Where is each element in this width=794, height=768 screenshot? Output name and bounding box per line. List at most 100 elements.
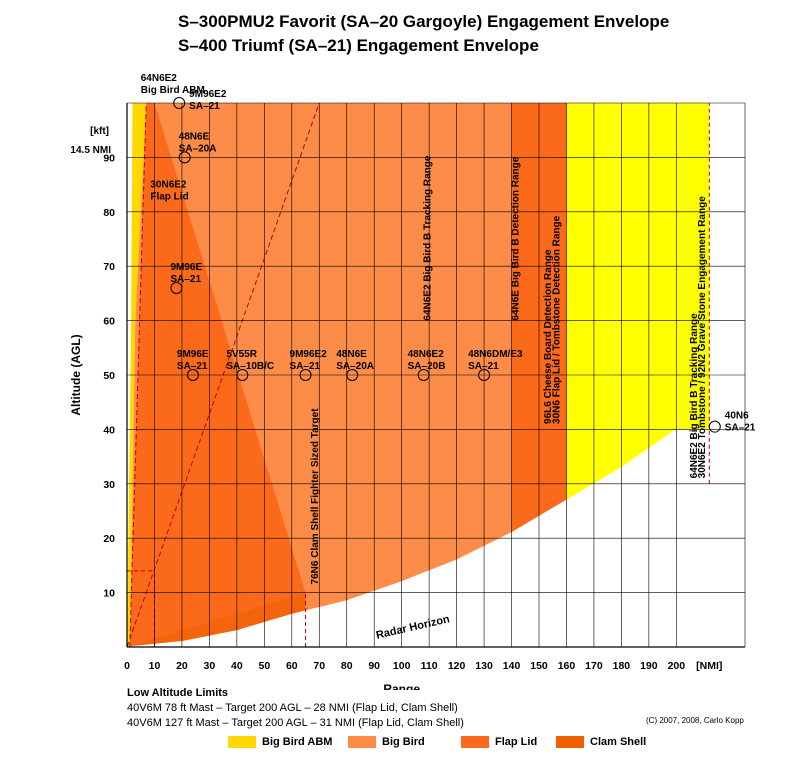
copyright-text: (C) 2007, 2008, Carlo Kopp	[646, 716, 744, 725]
missile-label-line2: Flap Lid	[150, 191, 188, 202]
range-label-big-bird-tracking-2: 64N6E2 Big Bird B Tracking Range	[689, 313, 700, 478]
x-axis-label: Range	[383, 682, 420, 690]
y-tick-label: 20	[103, 533, 115, 545]
legend-label: Clam Shell	[590, 736, 647, 748]
x-tick-label: 110	[421, 660, 438, 672]
missile-label-line2: SA–20B	[408, 361, 446, 372]
missile-label-line2: SA–10B/C	[226, 361, 274, 372]
missile-label-line1: 64N6E2	[141, 73, 178, 84]
x-tick-label: 120	[448, 660, 466, 672]
y-unit-label: [kft]	[90, 126, 109, 137]
missile-label-line2: SA–21	[290, 361, 321, 372]
missile-marker	[236, 369, 249, 381]
missile-label-line1: 9M96E	[170, 262, 202, 273]
missile-marker	[708, 420, 721, 433]
missile-label-line1: 9M96E2	[290, 349, 328, 360]
notes-line-1: 40V6M 78 ft Mast – Target 200 AGL – 28 N…	[127, 702, 458, 714]
chart-title-line2: S–400 Triumf (SA–21) Engagement Envelope	[178, 36, 539, 55]
legend-item-clam-shell: Clam Shell	[556, 736, 646, 748]
x-tick-label: 0	[124, 660, 130, 672]
legend-label: Flap Lid	[495, 736, 538, 748]
missile-marker	[178, 151, 191, 164]
missile-marker	[346, 369, 359, 381]
x-tick-label: 50	[258, 660, 270, 672]
x-tick-label: 190	[640, 660, 658, 672]
missile-label-line1: 48N6E2	[408, 349, 445, 360]
legend-swatch	[556, 736, 584, 748]
missile-marker	[299, 369, 312, 381]
legend: Big Bird ABM Big Bird Flap Lid Clam Shel…	[0, 736, 794, 752]
missile-label-line2: SA–21	[468, 361, 499, 372]
range-label-cheese-board: 96L6 Cheese Board Detection Range	[543, 249, 554, 424]
x-unit-label: [NMI]	[696, 660, 722, 672]
missile-label-line2: SA–20A	[179, 143, 217, 154]
missile-label-line2: SA–21	[725, 423, 756, 434]
x-tick-label: 40	[231, 660, 243, 672]
low-altitude-notes: Low Altitude Limits 40V6M 78 ft Mast – T…	[127, 686, 464, 731]
y-tick-label: 60	[103, 316, 115, 328]
x-tick-label: 170	[585, 660, 603, 672]
notes-line-2: 40V6M 127 ft Mast – Target 200 AGL – 31 …	[127, 717, 464, 729]
missile-marker	[186, 369, 199, 381]
missile-label-line2: SA–21	[170, 274, 201, 285]
x-tick-label: 180	[613, 660, 631, 672]
big-bird-b-band	[423, 103, 512, 574]
range-label-big-bird-detection: 64N6E Big Bird B Detection Range	[510, 156, 521, 320]
radar-horizon-shadow	[127, 402, 745, 647]
missile-label-line2: Big Bird ABM	[141, 85, 205, 96]
missile-label-line1: 5V55R	[226, 349, 257, 360]
y-axis-label: Altitude (AGL)	[69, 334, 83, 415]
missile-label-line2: SA–21	[177, 361, 208, 372]
x-tick-label: 200	[668, 660, 686, 672]
engagement-envelope-chart: 0 10 20 30 40 50 60 70 80 90 100 110 120 130 140 150 160…	[69, 73, 756, 690]
missile-marker	[173, 97, 186, 109]
range-label-clam-shell-fighter: 76N6 Clam Shell Fighter Sized Target	[310, 408, 321, 585]
missile-label-line1: 9M96E	[177, 349, 209, 360]
y-tick-label: 40	[103, 424, 115, 436]
x-tick-label: 10	[149, 660, 161, 672]
missile-label-line1: 30N6E2	[150, 179, 187, 190]
y-tick-label: 90	[103, 152, 115, 164]
legend-item-big-bird: Big Bird	[348, 736, 425, 748]
missile-label-line1: 48N6DM/E3	[468, 349, 523, 360]
range-label-big-bird-tracking: 64N6E2 Big Bird B Tracking Range	[422, 155, 433, 320]
missile-marker	[417, 369, 430, 381]
legend-label: Big Bird ABM	[262, 736, 333, 748]
missile-label-line1: 40N6	[725, 411, 749, 422]
legend-swatch	[461, 736, 489, 748]
x-tick-label: 90	[368, 660, 380, 672]
y-tick-label: 30	[103, 479, 115, 491]
x-tick-label: 140	[503, 660, 521, 672]
legend-label: Big Bird	[382, 736, 425, 748]
y-tick-label: 70	[103, 261, 115, 273]
missile-label-line1: 48N6E	[336, 349, 367, 360]
missile-marker	[170, 281, 183, 294]
x-tick-label: 160	[558, 660, 576, 672]
legend-item-flap-lid: Flap Lid	[461, 736, 537, 748]
x-tick-label: 30	[204, 660, 216, 672]
x-tick-label: 100	[393, 660, 411, 672]
range-label-flap-lid-tombstone: 30N6 Flap Lid / Tombstone Detection Rang…	[551, 215, 562, 424]
range-label-tombstone-grave-stone: 30N6E2 Tombstone / 92N2 Grave Stone Enga…	[697, 196, 708, 479]
chart-title-line1: S–300PMU2 Favorit (SA–20 Gargoyle) Engag…	[178, 12, 670, 31]
x-tick-label: 130	[475, 660, 493, 672]
x-tick-label: 80	[341, 660, 353, 672]
radar-horizon-line	[126, 428, 710, 648]
x-tick-label: 20	[176, 660, 188, 672]
missile-label-line2: SA–21	[189, 101, 220, 112]
missile-marker	[478, 369, 491, 381]
y-tick-label: 50	[103, 370, 115, 382]
missile-label-line1: 48N6E	[179, 131, 210, 142]
missile-label-line2: SA–20A	[336, 361, 374, 372]
notes-heading: Low Altitude Limits	[127, 687, 229, 699]
y-tick-label: 80	[103, 207, 115, 219]
missile-label-line1: 9M96E2	[189, 89, 227, 100]
x-tick-label: 70	[313, 660, 325, 672]
y-tick-label: 10	[103, 588, 115, 600]
legend-swatch	[228, 736, 256, 748]
big-bird-abm-envelope	[127, 103, 147, 647]
legend-item-big-bird-abm: Big Bird ABM	[228, 736, 332, 748]
detection-zone-yellow	[566, 103, 710, 501]
x-tick-label: 60	[286, 660, 298, 672]
legend-swatch	[348, 736, 376, 748]
